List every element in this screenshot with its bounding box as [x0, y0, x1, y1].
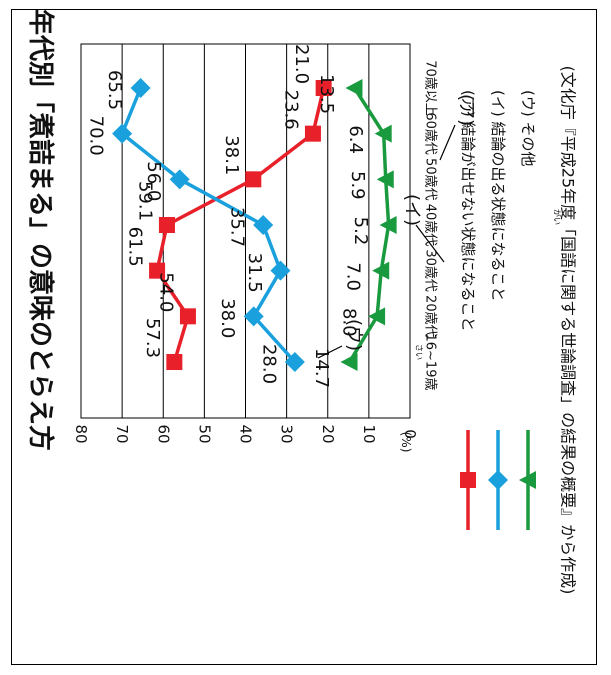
data-point [112, 123, 133, 144]
data-point [270, 260, 291, 281]
x-tick-label: 16~19歳 [423, 334, 438, 391]
data-label: 65.5 [104, 70, 125, 110]
source-note: (文化庁『平成25年度「国語に関する世論調査」の結果の概要』から作成) [559, 66, 578, 595]
data-label: 54.0 [155, 272, 176, 312]
data-point [315, 80, 332, 96]
data-label: 8.0 [339, 308, 360, 337]
legend-entry-label: (イ) 結論の出る状態になること [489, 90, 507, 301]
data-point [158, 217, 175, 233]
data-label: 5.9 [347, 171, 368, 200]
legend-marker [519, 471, 536, 489]
data-point [345, 79, 363, 97]
x-tick-label: 40歳代 [423, 204, 438, 247]
y-tick-label: 70 [113, 424, 131, 443]
y-tick-label: 60 [154, 424, 172, 443]
series-callout: (イ) [402, 194, 423, 226]
data-label: 5.2 [350, 217, 371, 246]
data-point [379, 216, 397, 234]
y-unit-label: (%) [399, 432, 413, 453]
legend-entry-label: (ア) 結論が出せない状態になること [459, 90, 477, 331]
y-tick-label: 80 [72, 424, 90, 443]
figure-frame [11, 9, 597, 665]
data-label: 59.1 [134, 181, 155, 221]
x-tick-label: 50歳代 [423, 158, 438, 201]
data-point [372, 261, 390, 280]
y-tick-label: 0 [401, 429, 419, 439]
chart-title: 年代別「煮詰まる」の意味のとらえ方 [25, 9, 56, 451]
legend-entry-label: (ウ) その他 [519, 90, 537, 166]
series-callout: (ウ) [344, 319, 365, 351]
furigana-label: さい [415, 344, 424, 360]
data-label: 28.0 [258, 344, 279, 384]
data-point [374, 124, 392, 143]
data-label: 35.7 [227, 207, 248, 247]
data-point [376, 170, 394, 189]
data-label: 57.3 [142, 318, 163, 358]
series-callout: (ア) [456, 94, 477, 126]
legend-marker [460, 472, 476, 488]
callout-pointer [439, 124, 456, 161]
data-label: 7.0 [343, 262, 364, 291]
x-tick-label: 70歳以上 [423, 60, 438, 116]
data-point [253, 215, 274, 235]
data-label: 14.7 [311, 348, 332, 388]
data-point [340, 353, 358, 371]
data-label: 61.5 [125, 227, 146, 267]
data-point [243, 306, 264, 327]
data-label: 21.0 [291, 44, 312, 84]
y-tick-label: 30 [278, 424, 296, 443]
data-point [179, 308, 196, 325]
data-point [166, 354, 183, 370]
data-label: 38.1 [221, 135, 242, 175]
callout-pointer [415, 224, 445, 263]
data-label: 31.5 [244, 253, 265, 293]
y-tick-label: 50 [195, 424, 213, 443]
data-point [284, 352, 305, 372]
data-point [169, 169, 190, 190]
y-tick-label: 20 [319, 424, 337, 443]
y-tick-label: 10 [360, 424, 378, 443]
data-label: 70.0 [86, 116, 107, 156]
data-label: 6.4 [345, 125, 366, 154]
data-label: 23.6 [280, 90, 301, 130]
x-tick-label: 60歳代 [423, 112, 438, 155]
callout-pointer [317, 345, 343, 359]
data-point [368, 307, 386, 326]
legend-marker [488, 470, 508, 490]
data-point [149, 262, 166, 279]
data-label: 13.5 [316, 74, 337, 114]
y-tick-label: 40 [237, 424, 255, 443]
data-label: 56.0 [143, 161, 164, 201]
x-tick-label: 30歳代 [423, 249, 438, 292]
data-label: 38.0 [217, 298, 238, 338]
data-point [245, 171, 262, 188]
furigana-label: がい [553, 209, 563, 225]
data-point [304, 125, 321, 142]
data-point [130, 78, 151, 98]
x-tick-label: 20歳代 [423, 295, 438, 338]
